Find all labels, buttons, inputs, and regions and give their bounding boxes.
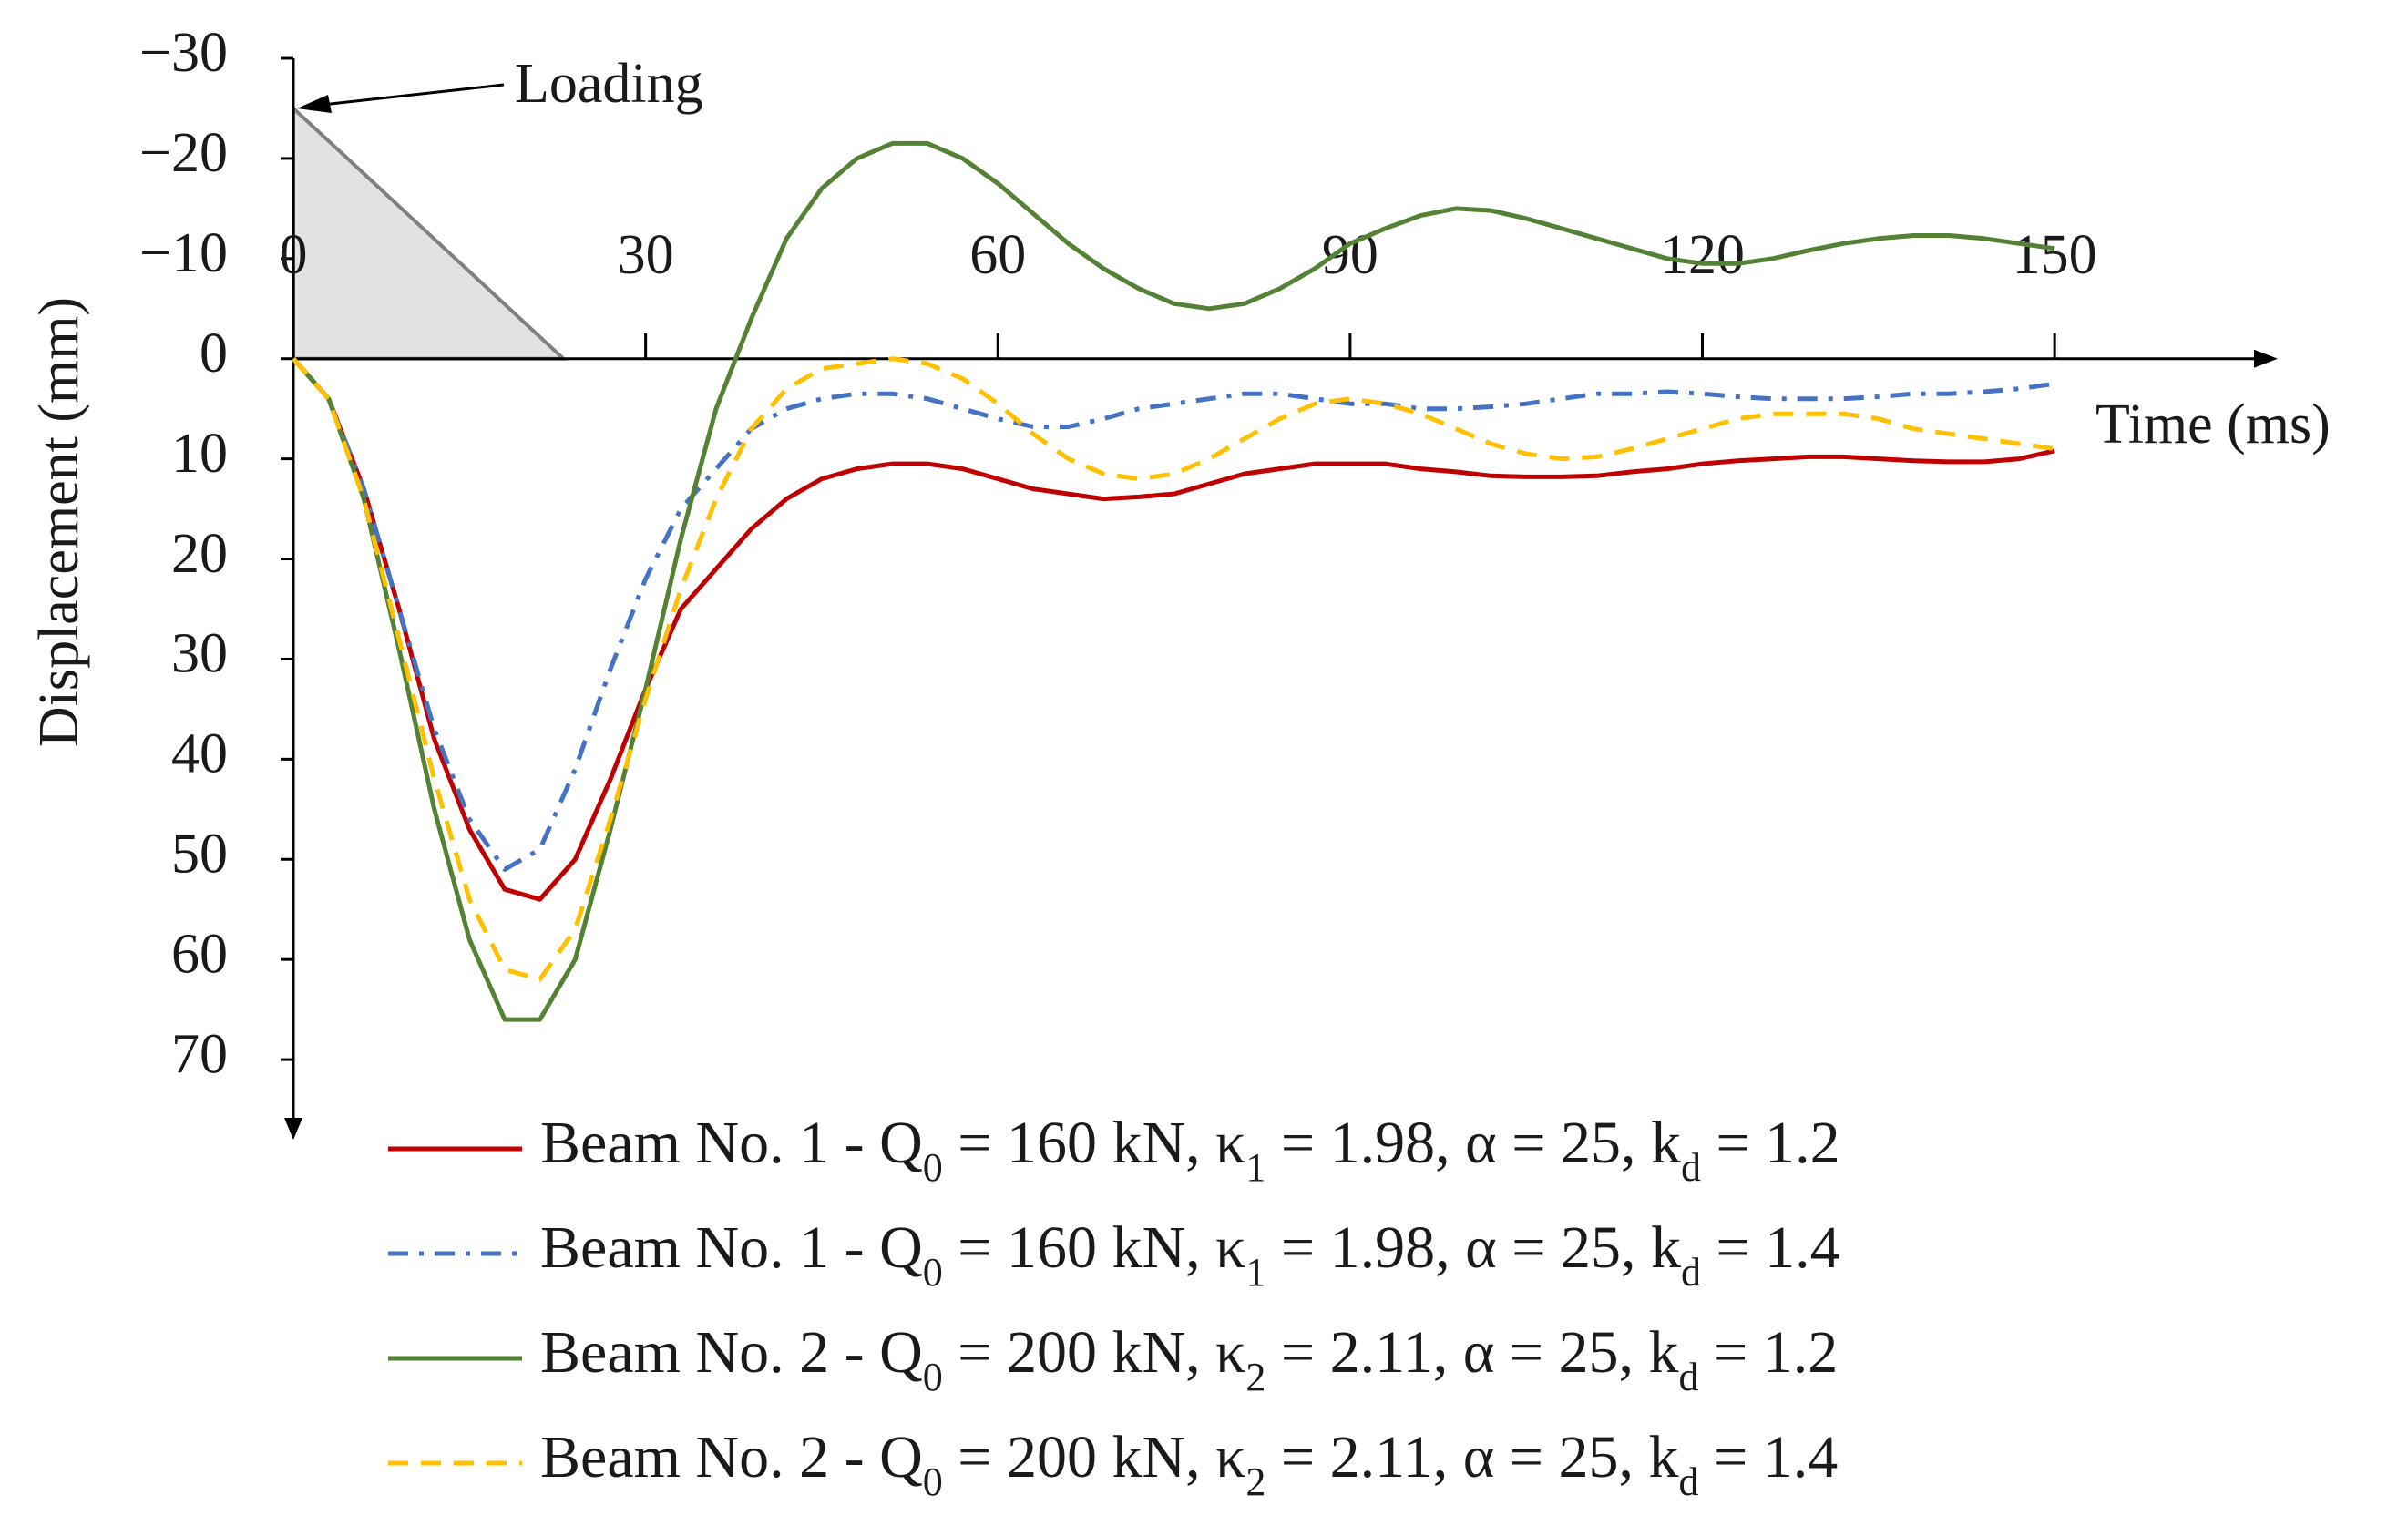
series-line	[292, 140, 2055, 1022]
legend-label: Beam No. 1 - Q0 = 160 kN, κ1 = 1.98, α =…	[540, 1110, 1840, 1189]
x-tick-label: 60	[969, 224, 1026, 286]
x-tick-label: 120	[1660, 224, 1745, 286]
x-tick-label: 30	[618, 224, 674, 286]
y-tick-label: 10	[171, 423, 228, 485]
series-line	[292, 357, 2055, 902]
x-axis-label: Time (ms)	[2095, 394, 2331, 456]
y-tick-label: 70	[171, 1023, 228, 1085]
loading-triangle	[292, 104, 569, 361]
x-tick-label: 150	[2013, 224, 2097, 286]
y-axis-arrow	[284, 1118, 302, 1140]
annotation-arrow	[322, 83, 505, 107]
y-tick-label: 50	[171, 823, 228, 885]
annotation-text: Loading	[515, 53, 703, 115]
legend-label: Beam No. 1 - Q0 = 160 kN, κ1 = 1.98, α =…	[540, 1214, 1840, 1294]
y-tick-label: −20	[139, 122, 228, 184]
y-tick-label: 40	[171, 723, 228, 785]
y-tick-label: 20	[171, 523, 228, 585]
y-tick-label: 60	[171, 923, 228, 985]
y-axis-label: Displacement (mm)	[28, 297, 90, 747]
x-axis-arrow	[2254, 349, 2278, 368]
x-tick-label: 0	[280, 224, 308, 286]
y-tick-label: −10	[139, 222, 228, 284]
y-tick-label: 30	[171, 623, 228, 685]
series-line	[292, 356, 2055, 982]
legend-label: Beam No. 2 - Q0 = 200 kN, κ2 = 2.11, α =…	[540, 1424, 1838, 1503]
legend-label: Beam No. 2 - Q0 = 200 kN, κ2 = 2.11, α =…	[540, 1319, 1838, 1398]
y-tick-label: −30	[139, 22, 228, 84]
annotation-arrowhead	[297, 94, 332, 113]
y-tick-label: 0	[200, 323, 228, 384]
series-line	[292, 357, 2055, 872]
